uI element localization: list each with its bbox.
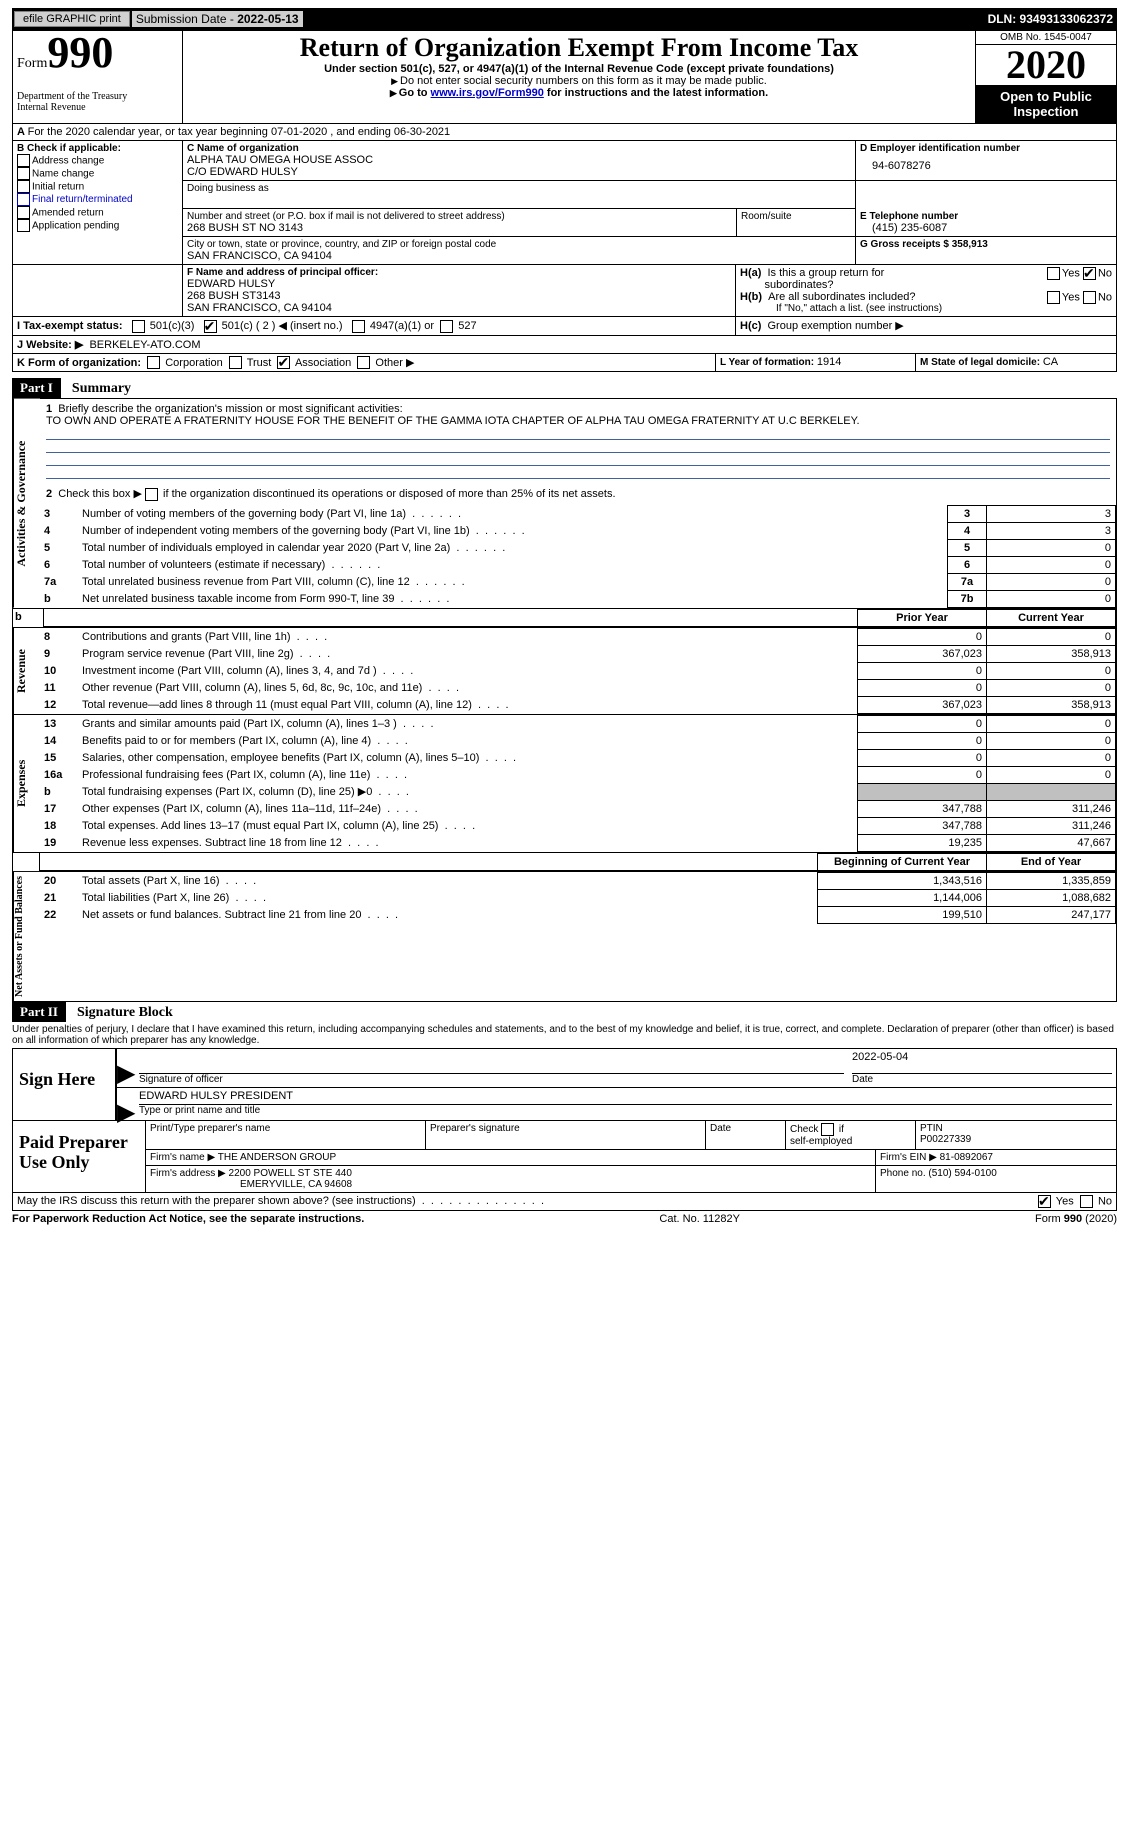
f-label: F Name and address of principal officer: (187, 267, 731, 278)
b-amended-return[interactable]: Amended return (17, 206, 178, 219)
typed-name-value: EDWARD HULSY PRESIDENT (139, 1090, 1112, 1105)
firm-addr2: EMERYVILLE, CA 94608 (150, 1179, 352, 1190)
tax-year: 2020 (976, 45, 1116, 85)
firm-phone-label: Phone no. (880, 1168, 928, 1179)
sig-date-value: 2022-05-04 (852, 1051, 1112, 1074)
ptin-label: PTIN (920, 1123, 943, 1134)
officer-addr2: SAN FRANCISCO, CA 94104 (187, 302, 731, 314)
ein-value: 94-6078276 (860, 154, 1112, 172)
b-address-change[interactable]: Address change (17, 154, 178, 167)
b-name-change[interactable]: Name change (17, 167, 178, 180)
open-to-public: Open to Public Inspection (976, 85, 1116, 123)
side-net-assets: Net Assets or Fund Balances (13, 872, 40, 1001)
part1-title: Summary (64, 381, 131, 396)
d-label: D Employer identification number (860, 143, 1112, 154)
line2-label: Check this box ▶ if the organization dis… (58, 488, 615, 500)
form-title: Return of Organization Exempt From Incom… (187, 33, 971, 63)
g-label: G Gross receipts $ 358,913 (860, 239, 1112, 250)
sign-here-label: Sign Here (13, 1049, 115, 1120)
topbar: efile GRAPHIC print Submission Date - 20… (12, 8, 1117, 30)
self-employed-check[interactable]: Check ifself-employed (786, 1121, 916, 1149)
firm-ein-value: 81-0892067 (940, 1152, 993, 1163)
side-activities: Activities & Governance (13, 399, 40, 608)
pra-notice: For Paperwork Reduction Act Notice, see … (12, 1213, 364, 1225)
hc-line: H(c) Group exemption number ▶ (736, 317, 1116, 335)
goto-label: Go to (399, 87, 431, 99)
part2-title: Signature Block (69, 1005, 173, 1020)
website-value: BERKELEY-ATO.COM (89, 339, 200, 351)
submission-date: Submission Date - 2022-05-13 (132, 11, 303, 27)
hb-line: H(b) Are all subordinates included? Yes … (740, 291, 1112, 303)
dln: DLN: 93493133062372 (984, 12, 1117, 26)
j-label: J Website: ▶ (17, 339, 83, 351)
preparer-date-label: Date (706, 1121, 786, 1149)
perjury-declaration: Under penalties of perjury, I declare th… (12, 1022, 1117, 1048)
firm-phone-value: (510) 594-0100 (928, 1168, 996, 1179)
expenses-table: 13 Grants and similar amounts paid (Part… (40, 715, 1116, 852)
revenue-table: 8 Contributions and grants (Part VIII, l… (40, 628, 1116, 714)
k-label: K Form of organization: (17, 357, 141, 369)
l-label: L Year of formation: (720, 357, 817, 368)
room-suite-label: Room/suite (736, 209, 855, 236)
mission-text: TO OWN AND OPERATE A FRATERNITY HOUSE FO… (46, 415, 860, 427)
c-label: C Name of organization (187, 143, 851, 154)
firm-addr1: 2200 POWELL ST STE 440 (229, 1168, 352, 1179)
side-b-marker: b (13, 609, 44, 627)
may-irs-discuss: May the IRS discuss this return with the… (17, 1195, 1038, 1208)
governance-table: 3 Number of voting members of the govern… (40, 505, 1116, 608)
side-expenses: Expenses (13, 715, 40, 852)
ha-line: H(a) Is this a group return for Yes No s… (740, 267, 1112, 291)
year-header-table: Prior Year Current Year (44, 609, 1116, 627)
firm-name-label: Firm's name ▶ (150, 1152, 215, 1163)
org-co: C/O EDWARD HULSY (187, 166, 851, 178)
i-label: I Tax-exempt status: (17, 320, 123, 332)
b-initial-return[interactable]: Initial return (17, 180, 178, 193)
firm-addr-label: Firm's address ▶ (150, 1168, 226, 1179)
dba-label: Doing business as (187, 183, 851, 194)
city-label: City or town, state or province, country… (187, 239, 851, 250)
irs-link[interactable]: www.irs.gov/Form990 (431, 87, 544, 99)
sig-officer-label: Signature of officer (139, 1074, 844, 1085)
sign-arrow-icon: ▶ (117, 1049, 135, 1087)
org-name: ALPHA TAU OMEGA HOUSE ASSOC (187, 154, 851, 166)
part1-tag: Part I (12, 378, 61, 398)
line1-label: Briefly describe the organization's miss… (58, 403, 402, 415)
b-label: B Check if applicable: (17, 143, 178, 154)
form-header: Form990 Department of the Treasury Inter… (12, 30, 1117, 124)
typed-name-label: Type or print name and title (139, 1105, 1112, 1116)
officer-name: EDWARD HULSY (187, 278, 731, 290)
dept-treasury: Department of the Treasury Internal Reve… (17, 91, 178, 113)
hb-note: If "No," attach a list. (see instruction… (740, 303, 1112, 314)
firm-ein-label: Firm's EIN ▶ (880, 1152, 937, 1163)
form-footer: Form 990 (2020) (1035, 1213, 1117, 1225)
sign-arrow-icon-2: ▶ (117, 1088, 135, 1120)
balance-header-table: Beginning of Current Year End of Year (40, 853, 1116, 871)
b-application-pending[interactable]: Application pending (17, 219, 178, 232)
city-state-zip: SAN FRANCISCO, CA 94104 (187, 250, 851, 262)
firm-name-value: THE ANDERSON GROUP (218, 1152, 336, 1163)
preparer-name-label: Print/Type preparer's name (146, 1121, 426, 1149)
form-label: Form (17, 56, 47, 71)
officer-addr1: 268 BUSH ST3143 (187, 290, 731, 302)
paid-preparer-label: Paid Preparer Use Only (13, 1121, 145, 1192)
form-number: 990 (47, 28, 113, 77)
form-subtitle-2: Do not enter social security numbers on … (187, 75, 971, 87)
m-label: M State of legal domicile: (920, 357, 1043, 368)
efile-print-button[interactable]: efile GRAPHIC print (14, 11, 130, 27)
phone-value: (415) 235-6087 (860, 222, 1112, 234)
side-revenue: Revenue (13, 628, 40, 714)
cat-number: Cat. No. 11282Y (659, 1213, 740, 1225)
b-final-return[interactable]: Final return/terminated (17, 193, 178, 206)
e-label: E Telephone number (860, 211, 1112, 222)
ptin-value: P00227339 (920, 1134, 971, 1145)
form-subtitle-1: Under section 501(c), 527, or 4947(a)(1)… (187, 63, 971, 75)
discuss-yes[interactable]: Yes (1038, 1195, 1074, 1208)
discuss-no[interactable]: No (1080, 1195, 1112, 1208)
line-a-period: A For the 2020 calendar year, or tax yea… (12, 124, 1117, 141)
net-assets-table: 20 Total assets (Part X, line 16) . . . … (40, 872, 1116, 924)
part2-tag: Part II (12, 1002, 66, 1022)
sig-date-label: Date (852, 1074, 1112, 1085)
preparer-sig-label: Preparer's signature (426, 1121, 706, 1149)
